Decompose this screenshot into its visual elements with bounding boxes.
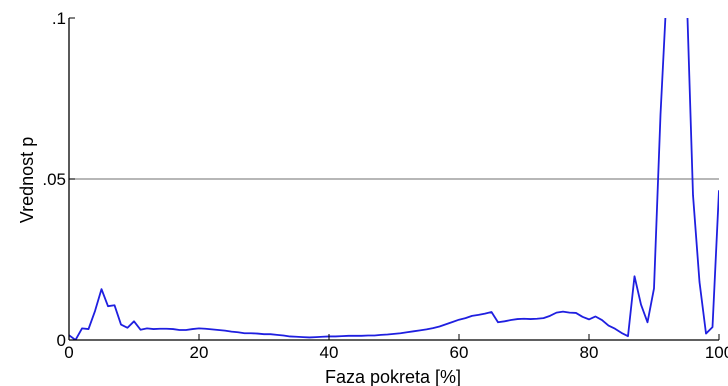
x-tick-label-60: 60: [450, 343, 469, 362]
y-tick-label-1: .05: [42, 170, 66, 189]
x-tick-label-80: 80: [580, 343, 599, 362]
series-line-0: [69, 18, 719, 340]
x-tick-label-100: 100: [705, 343, 728, 362]
x-tick-label-40: 40: [320, 343, 339, 362]
y-tick-label-0: 0: [57, 331, 66, 350]
x-tick-label-20: 20: [190, 343, 209, 362]
x-tick-label-0: 0: [64, 343, 73, 362]
y-tick-label-2: .1: [52, 9, 66, 28]
x-axis-label: Faza pokreta [%]: [325, 367, 461, 386]
y-axis-label: Vrednost p: [17, 137, 37, 223]
